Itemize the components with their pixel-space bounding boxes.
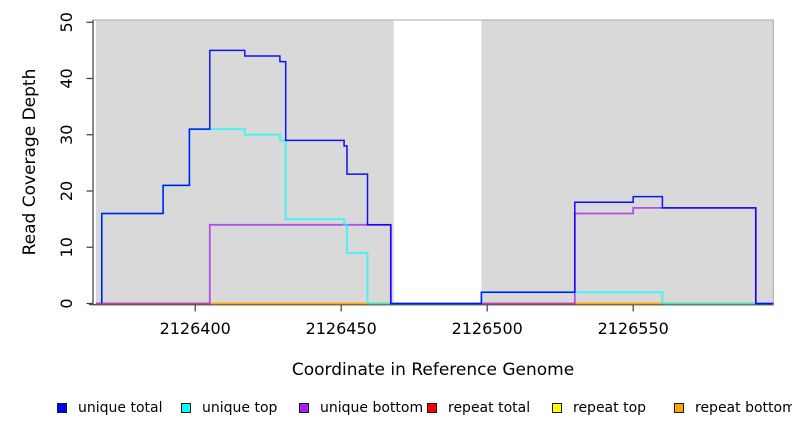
legend-item-unique-total: unique total (57, 398, 162, 418)
y-tick-label: 30 (57, 125, 76, 145)
x-tick-label: 2126550 (598, 319, 669, 338)
legend-label-unique-total: unique total (78, 400, 163, 416)
x-tick-label: 2126500 (452, 319, 523, 338)
x-tick-label: 2126450 (306, 319, 377, 338)
legend-swatch-unique-total (57, 403, 67, 413)
x-tick-label: 2126400 (160, 319, 231, 338)
coverage-region (481, 20, 774, 305)
y-tick-label: 20 (57, 181, 76, 201)
x-axis-title: Coordinate in Reference Genome (291, 360, 575, 380)
legend-swatch-repeat-total (427, 403, 437, 413)
legend-item-repeat-bottom: repeat bottom (674, 398, 792, 418)
legend-label-repeat-top: repeat top (573, 400, 647, 416)
legend: unique total unique top unique bottom re… (0, 398, 792, 420)
legend-swatch-repeat-top (552, 403, 562, 413)
coverage-region (95, 20, 394, 305)
series-unique-total (101, 49, 774, 305)
legend-item-repeat-top: repeat top (552, 398, 646, 418)
legend-label-unique-bottom: unique bottom (320, 400, 424, 416)
legend-label-unique-top: unique top (202, 400, 278, 416)
legend-item-unique-bottom: unique bottom (299, 398, 423, 418)
y-tick-label: 0 (57, 298, 76, 308)
legend-swatch-repeat-bottom (674, 403, 684, 413)
legend-swatch-unique-bottom (299, 403, 309, 413)
legend-label-repeat-bottom: repeat bottom (695, 400, 792, 416)
y-tick-label: 50 (57, 12, 76, 32)
legend-swatch-unique-top (181, 403, 191, 413)
y-tick-label: 40 (57, 68, 76, 88)
legend-label-repeat-total: repeat total (448, 400, 531, 416)
legend-item-repeat-total: repeat total (427, 398, 530, 418)
y-axis-title: Read Coverage Depth (20, 68, 40, 256)
legend-item-unique-top: unique top (181, 398, 277, 418)
y-tick-label: 10 (57, 237, 76, 257)
